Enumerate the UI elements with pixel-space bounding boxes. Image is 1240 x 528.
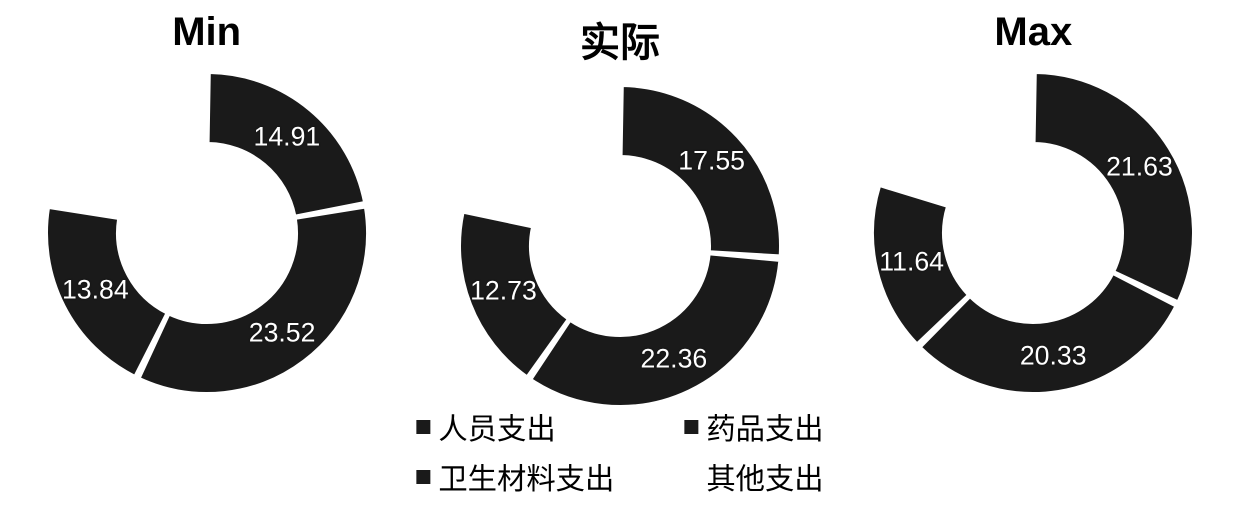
chart-cell: 实际 17.55 22.36 12.73 xyxy=(420,10,820,416)
slice-value-label: 23.52 xyxy=(249,317,316,348)
slice-value-label: 13.84 xyxy=(62,274,129,305)
legend-label: 卫生材料支出 xyxy=(438,456,614,498)
charts-row: Min 14.91 23.52 13.84 实际 17.55 22.36 12.73 Max 21… xyxy=(0,0,1240,416)
donut-slice xyxy=(532,254,780,406)
legend: 人员支出 药品支出卫生材料支出 其他支出 xyxy=(416,406,823,498)
legend-label: 其他支出 xyxy=(706,456,823,498)
legend-item: 药品支出 xyxy=(684,406,823,448)
slice-value-label: 22.36 xyxy=(641,343,708,374)
slice-value-label: 17.55 xyxy=(678,146,745,177)
legend-swatch-icon xyxy=(684,420,698,434)
legend-swatch-icon xyxy=(416,470,430,484)
legend-item: 卫生材料支出 xyxy=(416,456,614,498)
legend-swatch-icon xyxy=(416,420,430,434)
legend-item: 人员支出 xyxy=(416,406,614,448)
donut-chart: 14.91 23.52 13.84 xyxy=(37,63,377,403)
donut-slice xyxy=(1035,73,1193,301)
slice-value-label: 12.73 xyxy=(470,276,537,307)
chart-title: Min xyxy=(172,10,241,55)
chart-cell: Max 21.63 20.33 11.64 xyxy=(833,10,1233,403)
legend-swatch-icon xyxy=(684,470,698,484)
slice-value-label: 11.64 xyxy=(879,246,944,277)
slice-value-label: 20.33 xyxy=(1020,341,1087,372)
donut-chart: 17.55 22.36 12.73 xyxy=(450,76,790,416)
donut-slice xyxy=(139,208,366,393)
chart-title: 实际 xyxy=(580,10,660,68)
slice-value-label: 21.63 xyxy=(1106,151,1173,182)
slice-value-label: 14.91 xyxy=(254,122,321,153)
chart-title: Max xyxy=(994,10,1072,55)
legend-item: 其他支出 xyxy=(684,456,823,498)
legend-label: 药品支出 xyxy=(706,406,823,448)
donut-chart: 21.63 20.33 11.64 xyxy=(863,63,1203,403)
legend-label: 人员支出 xyxy=(438,406,555,448)
chart-cell: Min 14.91 23.52 13.84 xyxy=(7,10,407,403)
